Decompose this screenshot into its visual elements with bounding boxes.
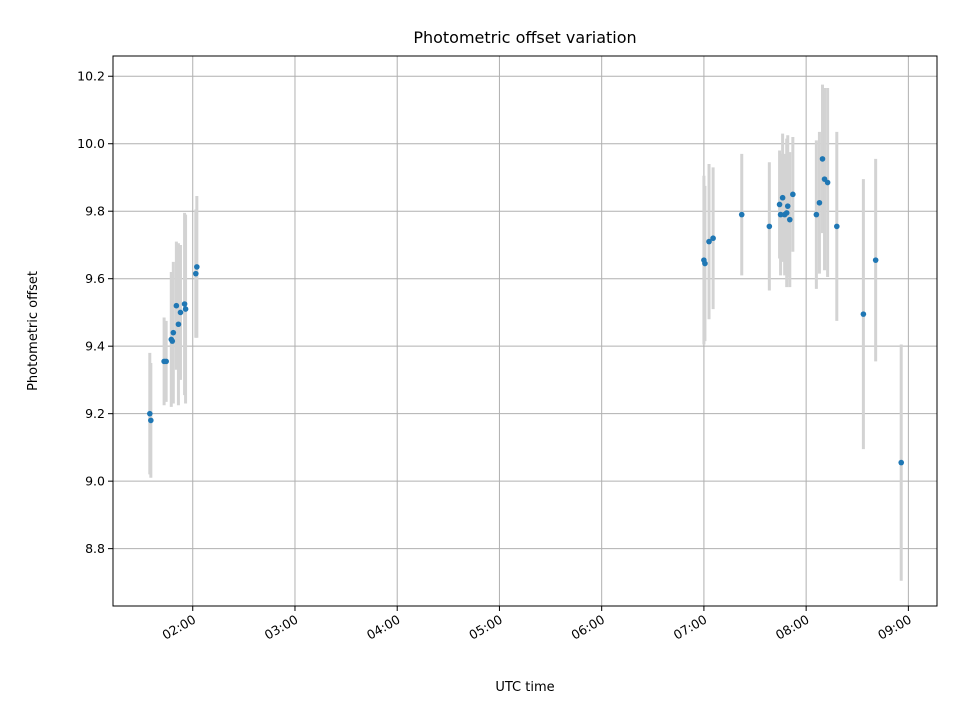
data-point	[790, 191, 796, 198]
data-point	[173, 302, 180, 309]
data-point	[710, 235, 716, 242]
y-tick-label: 10.0	[77, 136, 105, 151]
data-point	[163, 358, 169, 365]
data-point	[194, 264, 200, 270]
data-point	[872, 257, 879, 263]
data-point	[147, 410, 153, 417]
y-tick-label: 10.2	[77, 69, 105, 84]
data-point	[706, 238, 712, 245]
data-point	[169, 338, 176, 344]
data-point	[148, 417, 154, 424]
data-point	[819, 156, 826, 162]
y-axis-label: Photometric offset	[26, 271, 41, 391]
data-point	[777, 211, 784, 218]
data-point	[779, 194, 786, 201]
data-point	[738, 211, 745, 218]
data-point	[182, 306, 189, 312]
data-points	[147, 156, 905, 466]
data-point	[834, 223, 840, 230]
data-point	[702, 260, 708, 267]
data-point	[784, 203, 791, 209]
data-point	[816, 199, 823, 206]
y-tick-label: 9.6	[85, 271, 105, 286]
data-point	[813, 211, 820, 218]
data-point	[786, 216, 793, 223]
y-tick-label: 8.8	[85, 541, 105, 556]
y-tick-label: 9.2	[85, 406, 105, 421]
data-point	[860, 311, 867, 317]
data-point	[776, 201, 783, 208]
data-point	[177, 309, 184, 316]
data-point	[783, 210, 790, 216]
chart-title: Photometric offset variation	[413, 28, 636, 47]
y-tick-label: 9.0	[85, 474, 105, 489]
y-tick-label: 9.8	[85, 204, 105, 219]
y-tick-label: 9.4	[85, 339, 105, 354]
data-point	[898, 459, 905, 466]
plot-frame	[112, 55, 938, 607]
data-point	[175, 321, 182, 328]
data-point	[170, 329, 177, 336]
data-point	[766, 223, 773, 230]
y-axis-ticks: 8.8 9.0 9.2 9.4 9.6 9.8 10.0 10.2	[77, 69, 113, 556]
data-point	[181, 301, 188, 307]
data-point	[824, 179, 831, 186]
data-point	[193, 270, 199, 277]
x-axis-label: UTC time	[495, 680, 554, 695]
